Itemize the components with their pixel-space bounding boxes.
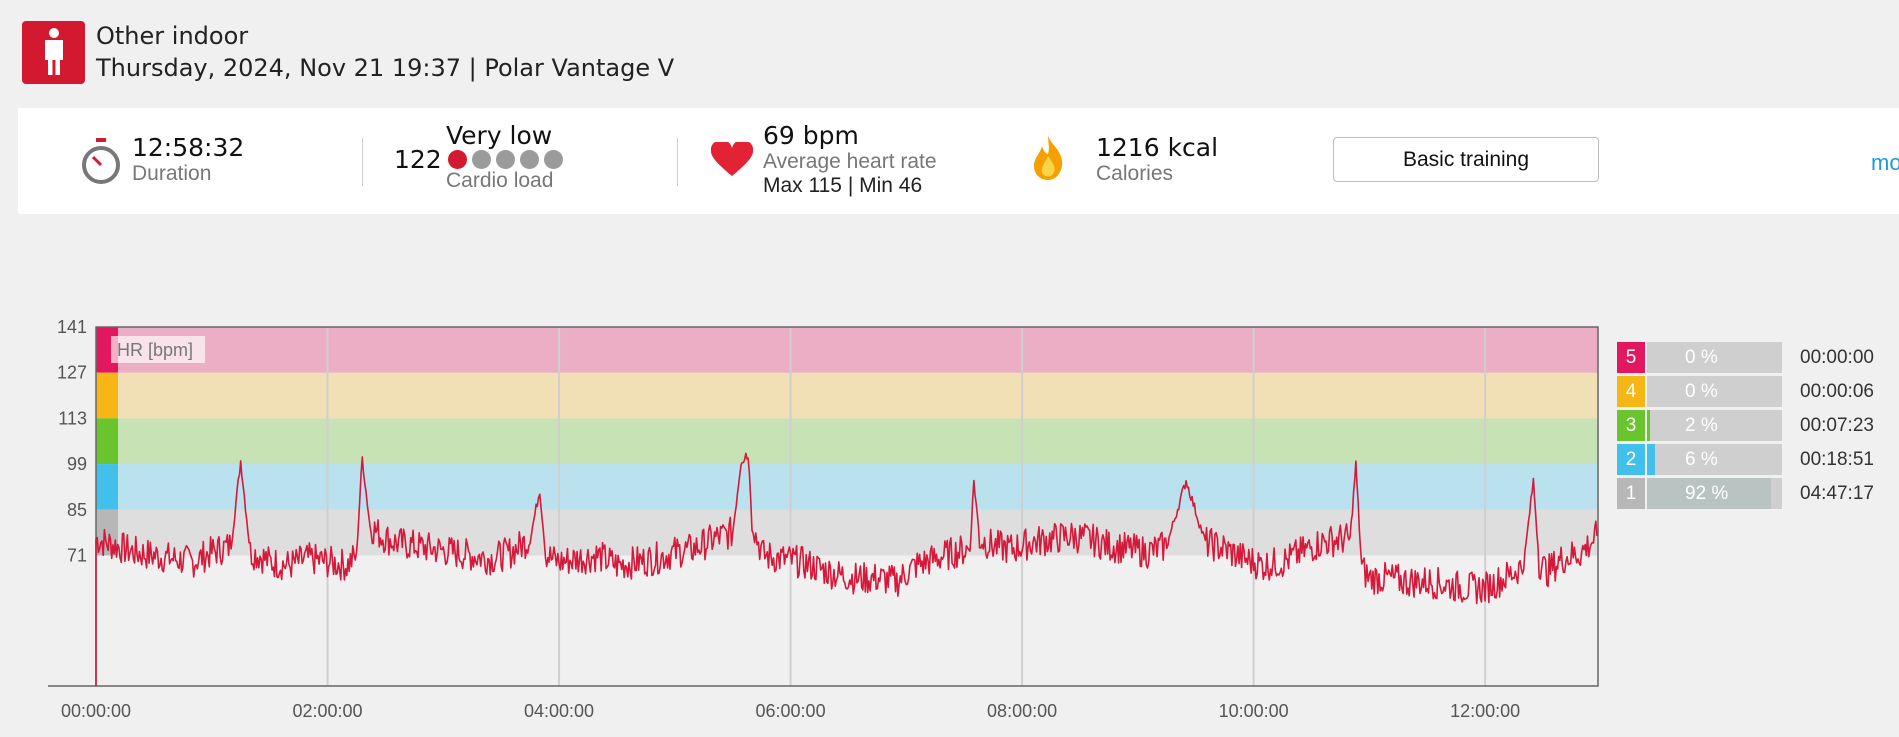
x-tick-label: 08:00:00 (987, 701, 1057, 721)
cardio-dot (448, 150, 467, 169)
avg-hr-label: Average heart rate (763, 150, 937, 173)
zone-bar-fill (1647, 410, 1650, 441)
flame-icon (1030, 134, 1066, 187)
zone-bar-fill (1647, 444, 1656, 475)
zone-band-5 (118, 327, 1598, 373)
plot-area (96, 327, 1598, 686)
more-link[interactable]: mo (1871, 150, 1899, 175)
cardio-load-label: Cardio load (446, 169, 554, 192)
y-tick-label: 141 (57, 320, 87, 337)
person-standing-icon (22, 20, 85, 84)
y-tick-label: 85 (67, 500, 87, 520)
cardio-dot (520, 150, 539, 169)
zone-bar: 0 % (1647, 376, 1782, 407)
zone-percent: 0 % (1685, 381, 1718, 402)
y-tick-label: 127 (57, 363, 87, 383)
duration-value: 12:58:32 (132, 133, 245, 162)
series-label: HR [bpm] (117, 340, 193, 360)
zone-marker-2 (96, 464, 118, 510)
zone-bar: 2 % (1647, 410, 1782, 441)
series-label-box (111, 336, 205, 363)
session-header: Other indoor Thursday, 2024, Nov 21 19:3… (22, 20, 674, 84)
zone-row-4: 4 0 % 00:00:06 (1617, 376, 1899, 407)
zone-percent: 0 % (1685, 347, 1718, 368)
divider (362, 138, 363, 186)
basic-training-button[interactable]: Basic training (1333, 137, 1599, 182)
hr-chart-svg: 00:00:00 02:00:00 04:00:00 06:00:00 08:00:00… (48, 317, 1599, 721)
zone-bar: 6 % (1647, 444, 1782, 475)
x-tick-label: 04:00:00 (524, 701, 594, 721)
cardio-load-value: 122 (394, 145, 442, 174)
y-tick-label: 99 (67, 454, 87, 474)
zone-time: 00:07:23 (1800, 415, 1874, 436)
cardio-dot (496, 150, 515, 169)
y-tick-label: 71 (67, 545, 87, 565)
zone-percent: 2 % (1685, 415, 1718, 436)
zone-bar: 92 % (1647, 478, 1782, 509)
x-tick-label: 02:00:00 (292, 701, 362, 721)
stopwatch-icon (80, 138, 122, 191)
zone-bar: 0 % (1647, 342, 1782, 373)
zone-row-2: 2 6 % 00:18:51 (1617, 444, 1899, 475)
avg-hr-value: 69 bpm (763, 121, 859, 150)
cardio-load-dots (448, 150, 563, 169)
hr-chart: 00:00:00 02:00:00 04:00:00 06:00:00 08:00:00… (0, 317, 1610, 737)
zone-number: 5 (1617, 342, 1645, 373)
y-tick-label: 113 (58, 408, 87, 428)
zone-number: 4 (1617, 376, 1645, 407)
summary-bar: 12:58:32 Duration 122 Very low Cardio lo… (18, 108, 1899, 214)
x-tick-label: 00:00:00 (61, 701, 131, 721)
zone-marker-4 (96, 372, 118, 419)
x-tick-label: 10:00:00 (1219, 701, 1289, 721)
cardio-level: Very low (446, 121, 553, 150)
x-tick-label: 12:00:00 (1450, 701, 1520, 721)
hr-max-min: Max 115 | Min 46 (763, 174, 923, 197)
zone-band-2 (118, 464, 1598, 510)
session-info: Thursday, 2024, Nov 21 19:37 | Polar Van… (96, 54, 675, 82)
calories-label: Calories (1096, 162, 1174, 185)
zone-time: 04:47:17 (1800, 483, 1874, 504)
zone-number: 1 (1617, 478, 1645, 509)
zone-number: 2 (1617, 444, 1645, 475)
zone-band-4 (118, 372, 1598, 419)
zone-number: 3 (1617, 410, 1645, 441)
zone-row-3: 3 2 % 00:07:23 (1617, 410, 1899, 441)
zone-marker-3 (96, 418, 118, 465)
cardio-dot (544, 150, 563, 169)
zone-row-5: 5 0 % 00:00:00 (1617, 342, 1899, 373)
zone-time: 00:18:51 (1800, 449, 1874, 470)
duration-label: Duration (132, 162, 212, 185)
sport-name: Other indoor (96, 22, 249, 50)
hr-series-line (95, 452, 1598, 686)
x-tick-label: 06:00:00 (756, 701, 826, 721)
plot-frame (95, 326, 1599, 687)
zone-time: 00:00:06 (1800, 381, 1874, 402)
zone-row-1: 1 92 % 04:47:17 (1617, 478, 1899, 509)
zone-percent: 92 % (1685, 483, 1729, 504)
heart-icon (710, 139, 754, 183)
zone-band-3 (118, 418, 1598, 465)
zone-band-1 (118, 509, 1598, 556)
calories-value: 1216 kcal (1096, 133, 1219, 162)
zone-percent: 6 % (1685, 449, 1718, 470)
divider (677, 138, 678, 186)
cardio-dot (472, 150, 491, 169)
zone-time: 00:00:00 (1800, 347, 1874, 368)
zone-bar-fill (1647, 478, 1772, 509)
